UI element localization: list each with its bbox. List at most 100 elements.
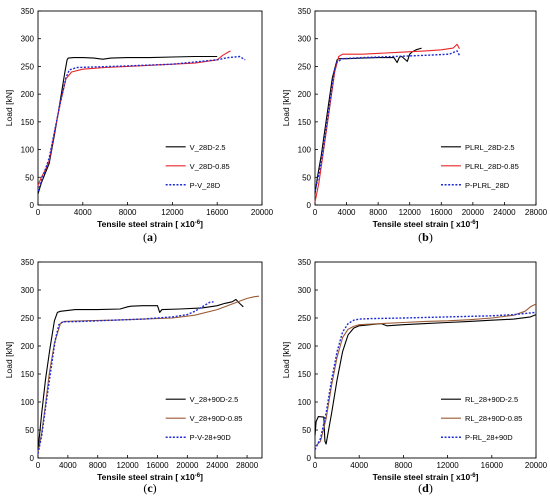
x-tick-label: 20000	[462, 208, 485, 217]
series-line-V_28+90D-2.5	[37, 298, 244, 450]
y-axis-label: Load [kN]	[281, 342, 291, 378]
panel-caption: (b)	[418, 230, 433, 244]
y-tick-label: 350	[298, 258, 312, 267]
legend-label: PLRL_28D-2.5	[465, 143, 515, 152]
plot-frame	[314, 10, 537, 206]
x-tick-label: 0	[313, 208, 318, 217]
chart-panel-d: 0 50 100 150 200 250 300 350 0 4000 8000 12000 16000…	[281, 258, 548, 495]
legend-label: V_28D-0.85	[190, 162, 230, 171]
x-tick-label: 16000	[146, 461, 169, 470]
y-tick-label: 50	[302, 173, 311, 182]
x-tick-label: 20000	[251, 208, 274, 217]
panel-caption: (c)	[143, 481, 156, 495]
legend-label: P-PLRL_28D	[465, 181, 510, 190]
y-tick-label: 100	[298, 398, 312, 407]
y-tick-label: 350	[21, 7, 35, 16]
x-tick-label: 0	[313, 461, 318, 470]
y-tick-label: 350	[298, 7, 312, 16]
y-tick-label: 100	[298, 146, 312, 155]
x-axis-label: Tensile steel strain [ x10-6]	[97, 472, 203, 482]
series-line-V_28D-2.5	[37, 55, 218, 195]
x-tick-label: 28000	[236, 461, 259, 470]
chart-panel-c: 0 50 100 150 200 250 300 350 0 4000 8000 12000 16000…	[4, 258, 263, 495]
y-tick-label: 50	[25, 426, 34, 435]
y-tick-label: 0	[307, 454, 312, 463]
legend-label: RL_28+90D-2.5	[465, 395, 518, 404]
x-tick-label: 4000	[338, 208, 356, 217]
series-line-P-PLRL_28D	[314, 50, 461, 192]
series-line-P-V_28D	[37, 55, 246, 192]
x-tick-label: 24000	[493, 208, 516, 217]
y-tick-label: 150	[298, 118, 312, 127]
series-line-P-RL_28+90D	[314, 311, 537, 450]
legend-label: V_28D-2.5	[190, 143, 226, 152]
legend-label: P-V_28D	[190, 181, 221, 190]
y-tick-label: 200	[21, 90, 35, 99]
x-tick-label: 0	[36, 461, 41, 470]
legend-label: P-V-28+90D	[190, 433, 232, 442]
legend-label: P-RL_28+90D	[465, 433, 513, 442]
y-tick-label: 200	[298, 342, 312, 351]
panel-caption: (d)	[418, 481, 433, 495]
x-tick-label: 28000	[525, 208, 548, 217]
y-tick-label: 350	[21, 258, 35, 267]
y-tick-label: 250	[298, 62, 312, 71]
x-tick-label: 12000	[436, 461, 459, 470]
x-tick-label: 12000	[116, 461, 139, 470]
x-tick-label: 8000	[89, 461, 107, 470]
y-tick-label: 200	[298, 90, 312, 99]
x-tick-label: 4000	[74, 208, 92, 217]
y-axis-label: Load [kN]	[281, 90, 291, 126]
y-tick-label: 0	[30, 201, 35, 210]
x-tick-label: 4000	[350, 461, 368, 470]
y-tick-label: 100	[21, 146, 35, 155]
x-tick-label: 8000	[395, 461, 413, 470]
panel-caption: (a)	[143, 230, 157, 244]
series-line-V_28+90D-0.85	[37, 295, 260, 453]
legend-label: V_28+90D-0.85	[190, 414, 243, 423]
y-tick-label: 50	[25, 173, 34, 182]
y-tick-label: 0	[30, 454, 35, 463]
y-tick-label: 250	[21, 314, 35, 323]
x-tick-label: 16000	[430, 208, 453, 217]
y-tick-label: 100	[21, 398, 35, 407]
y-tick-label: 300	[21, 35, 35, 44]
x-axis-label: Tensile steel strain [ x10-6]	[373, 219, 479, 229]
x-tick-label: 0	[36, 208, 41, 217]
plot-frame	[37, 10, 263, 206]
series-line-PLRL_28D-0.85	[314, 43, 460, 203]
y-axis-label: Load [kN]	[4, 342, 14, 378]
y-tick-label: 300	[298, 286, 312, 295]
x-tick-label: 24000	[206, 461, 229, 470]
x-tick-label: 20000	[525, 461, 548, 470]
chart-panel-b: 0 50 100 150 200 250 300 350 0 4000 8000 12000 16000…	[281, 7, 548, 244]
y-tick-label: 200	[21, 342, 35, 351]
series-line-RL_28+90D-0.85	[314, 303, 537, 448]
y-tick-label: 300	[21, 286, 35, 295]
y-tick-label: 150	[298, 370, 312, 379]
x-tick-label: 12000	[161, 208, 184, 217]
y-tick-label: 250	[298, 314, 312, 323]
chart-panel-a: 0 50 100 150 200 250 300 350 0 4000 8000 12000 16000…	[4, 7, 274, 244]
x-tick-label: 12000	[399, 208, 422, 217]
legend-label: RL_28+90D-0.85	[465, 414, 522, 423]
y-tick-label: 0	[307, 201, 312, 210]
x-tick-label: 4000	[59, 461, 77, 470]
x-tick-label: 8000	[369, 208, 387, 217]
y-tick-label: 150	[21, 118, 35, 127]
series-line-RL_28+90D-2.5	[314, 314, 537, 445]
y-tick-label: 300	[298, 35, 312, 44]
x-tick-label: 16000	[481, 461, 504, 470]
x-tick-label: 16000	[206, 208, 229, 217]
x-tick-label: 20000	[176, 461, 199, 470]
y-tick-label: 50	[302, 426, 311, 435]
plot-frame	[314, 261, 537, 459]
series-line-P-V-28+90D	[37, 301, 214, 454]
x-axis-label: Tensile steel strain [ x10-6]	[97, 219, 203, 229]
x-axis-label: Tensile steel strain [ x10-6]	[373, 472, 479, 482]
legend-label: PLRL_28D-0.85	[465, 162, 519, 171]
legend-label: V_28+90D-2.5	[190, 395, 239, 404]
plot-frame	[37, 261, 263, 459]
y-axis-label: Load [kN]	[4, 90, 14, 126]
